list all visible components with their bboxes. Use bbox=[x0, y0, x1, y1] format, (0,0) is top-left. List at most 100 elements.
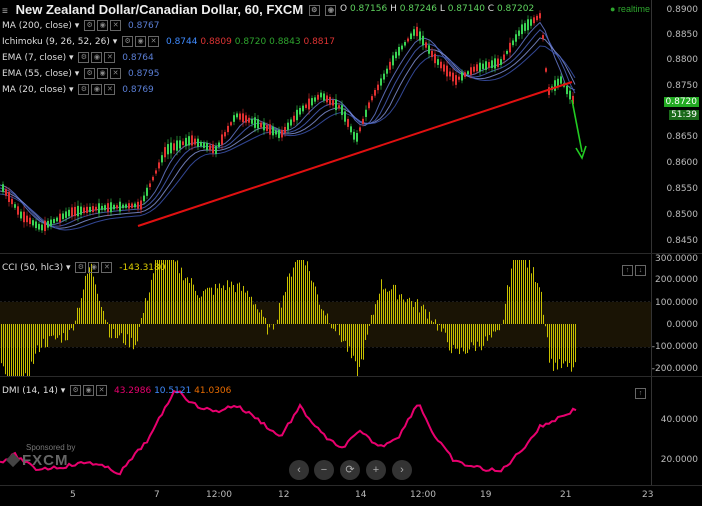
settings-icon[interactable]: ⚙ bbox=[84, 68, 96, 79]
legend-ma20[interactable]: MA (20, close) ▾ ⚙ ◉ ✕ 0.8769 bbox=[2, 84, 154, 95]
candle bbox=[47, 220, 49, 228]
legend-ema55[interactable]: EMA (55, close) ▾ ⚙ ◉ ✕ 0.8795 bbox=[2, 68, 160, 79]
close-icon[interactable]: ✕ bbox=[104, 52, 116, 63]
settings-icon[interactable]: ⚙ bbox=[308, 5, 320, 17]
candle bbox=[341, 105, 343, 116]
cci-bar bbox=[85, 275, 86, 324]
eye-icon[interactable]: ◉ bbox=[83, 385, 95, 396]
cci-bar bbox=[403, 299, 404, 324]
close-icon[interactable]: ✕ bbox=[148, 36, 160, 47]
legend-ichimoku[interactable]: Ichimoku (9, 26, 52, 26) ▾ ⚙ ◉ ✕ 0.8744 0.… bbox=[2, 36, 335, 47]
legend-dmi[interactable]: DMI (14, 14) ▾ ⚙ ◉ ✕ 43.2986 10.5121 41.03… bbox=[2, 385, 232, 396]
zoom-out-button[interactable]: − bbox=[314, 460, 334, 480]
settings-icon[interactable]: ⚙ bbox=[84, 20, 96, 31]
close-icon[interactable]: ✕ bbox=[96, 385, 108, 396]
cci-bar bbox=[159, 260, 160, 324]
eye-icon[interactable]: ◉ bbox=[91, 52, 103, 63]
candle bbox=[404, 41, 406, 46]
candle bbox=[92, 206, 94, 213]
eye-icon[interactable]: ◉ bbox=[91, 84, 103, 95]
cci-bar bbox=[565, 324, 566, 362]
eye-icon[interactable]: ◉ bbox=[135, 36, 147, 47]
cci-bar bbox=[407, 298, 408, 324]
cci-bar bbox=[119, 324, 120, 336]
cci-bar bbox=[111, 324, 112, 339]
scroll-right-button[interactable]: › bbox=[392, 460, 412, 480]
candle bbox=[323, 93, 325, 101]
cci-bar bbox=[481, 324, 482, 351]
eye-icon[interactable]: ◉ bbox=[88, 262, 100, 273]
dmi-pane[interactable]: DMI (14, 14) ▾ ⚙ ◉ ✕ 43.2986 10.5121 41.03… bbox=[0, 377, 702, 486]
candle bbox=[26, 215, 28, 223]
cci-bar bbox=[181, 267, 182, 324]
cci-tick: -200.0000 bbox=[651, 364, 698, 374]
time-tick: 14 bbox=[355, 490, 367, 500]
legend-ma200[interactable]: MA (200, close) ▾ ⚙ ◉ ✕ 0.8767 bbox=[2, 20, 160, 31]
legend-cci[interactable]: CCI (50, hlc3) ▾ ⚙ ◉ ✕ -143.3180 bbox=[2, 262, 166, 273]
cci-bar bbox=[227, 280, 228, 324]
close-icon[interactable]: ✕ bbox=[101, 262, 113, 273]
eye-icon[interactable]: ◉ bbox=[325, 5, 337, 17]
scroll-left-button[interactable]: ‹ bbox=[289, 460, 309, 480]
cci-bar bbox=[67, 324, 68, 341]
cci-bar bbox=[303, 260, 304, 324]
close-icon[interactable]: ✕ bbox=[110, 20, 122, 31]
cci-bar bbox=[95, 284, 96, 324]
price-tick: 0.8850 bbox=[666, 30, 699, 40]
candle bbox=[143, 195, 145, 202]
settings-icon[interactable]: ⚙ bbox=[78, 84, 90, 95]
eye-icon[interactable]: ◉ bbox=[97, 20, 109, 31]
cci-bar bbox=[155, 260, 156, 324]
zoom-in-button[interactable]: + bbox=[366, 460, 386, 480]
reset-button[interactable]: ⟳ bbox=[340, 460, 360, 480]
candle bbox=[89, 206, 91, 213]
cci-bar bbox=[109, 324, 110, 338]
cci-bar bbox=[489, 324, 490, 336]
menu-icon[interactable]: ≡ bbox=[2, 6, 8, 17]
candle bbox=[317, 94, 319, 100]
cci-bar bbox=[519, 260, 520, 324]
candle bbox=[107, 203, 109, 212]
dmi-axis[interactable]: 40.0000 20.0000 bbox=[651, 377, 702, 485]
cci-bar bbox=[341, 324, 342, 343]
cci-bar bbox=[525, 260, 526, 324]
close-icon[interactable]: ✕ bbox=[104, 84, 116, 95]
settings-icon[interactable]: ⚙ bbox=[70, 385, 82, 396]
candle bbox=[278, 130, 280, 138]
cci-axis[interactable]: 300.0000 200.0000 100.0000 0.0000 -100.0… bbox=[651, 254, 702, 376]
candle bbox=[455, 75, 457, 85]
candle bbox=[173, 143, 175, 151]
candle bbox=[38, 223, 40, 230]
cci-bar bbox=[469, 324, 470, 350]
cci-bar bbox=[221, 288, 222, 324]
sponsor-logo[interactable]: Sponsored by FXCM bbox=[5, 443, 75, 469]
cci-bar bbox=[113, 324, 114, 329]
cci-bar bbox=[7, 324, 8, 376]
cci-bar bbox=[369, 324, 370, 326]
settings-icon[interactable]: ⚙ bbox=[122, 36, 134, 47]
dmi-tick: 20.0000 bbox=[660, 455, 698, 465]
candle bbox=[14, 204, 16, 208]
pane-up-icon[interactable]: ↑ bbox=[635, 388, 646, 400]
maximize-icon[interactable]: ↑ bbox=[622, 265, 633, 277]
eye-icon[interactable]: ◉ bbox=[97, 68, 109, 79]
settings-icon[interactable]: ⚙ bbox=[78, 52, 90, 63]
pane-close-icon[interactable]: ↓ bbox=[635, 265, 646, 277]
price-pane[interactable]: ≡ New Zealand Dollar/Canadian Dollar, 60… bbox=[0, 0, 702, 254]
symbol-title[interactable]: New Zealand Dollar/Canadian Dollar, 60, … bbox=[15, 2, 304, 17]
time-axis[interactable]: 5 7 12:00 12 14 12:00 19 21 23 bbox=[0, 486, 702, 506]
candle bbox=[263, 122, 265, 131]
cci-pane[interactable]: CCI (50, hlc3) ▾ ⚙ ◉ ✕ -143.3180 ↑ ↓ 300.00… bbox=[0, 254, 702, 377]
candle bbox=[269, 124, 271, 135]
settings-icon[interactable]: ⚙ bbox=[75, 262, 87, 273]
price-axis[interactable]: 0.8900 0.8850 0.8800 0.8750 0.8650 0.860… bbox=[651, 0, 702, 253]
cci-bar bbox=[517, 260, 518, 324]
close-icon[interactable]: ✕ bbox=[110, 68, 122, 79]
cci-bar bbox=[411, 301, 412, 324]
cci-bar bbox=[37, 324, 38, 346]
cci-bar bbox=[311, 280, 312, 324]
candle bbox=[320, 92, 322, 98]
time-tick: 12:00 bbox=[206, 490, 232, 500]
cci-bar bbox=[91, 263, 92, 324]
legend-ema7[interactable]: EMA (7, close) ▾ ⚙ ◉ ✕ 0.8764 bbox=[2, 52, 154, 63]
